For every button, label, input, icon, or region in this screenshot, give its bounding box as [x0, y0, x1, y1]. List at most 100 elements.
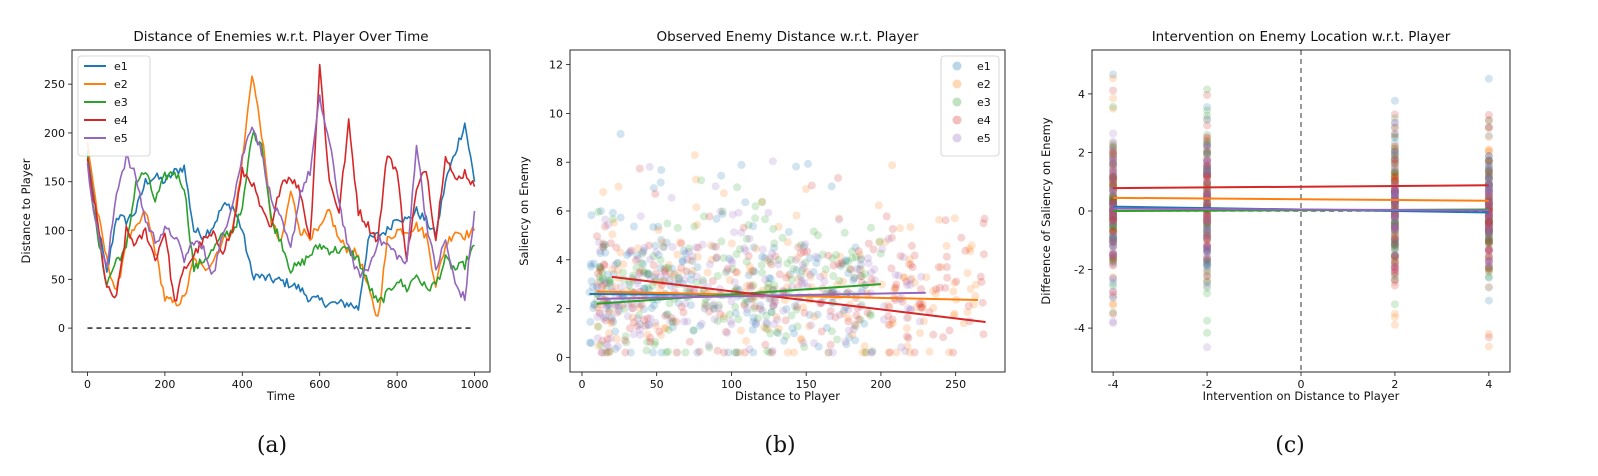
- scatter-point-e3: [629, 271, 638, 280]
- scatter-point-e3: [1390, 176, 1399, 185]
- scatter-point-e1: [609, 269, 618, 278]
- scatter-point-e2: [672, 348, 681, 357]
- scatter-point-e2: [877, 280, 886, 289]
- scatter-point-e5: [727, 256, 736, 265]
- scatter-point-e2: [1484, 221, 1493, 230]
- scatter-point-e1: [712, 214, 721, 223]
- scatter-point-e1: [1484, 219, 1493, 228]
- scatter-point-e3: [1203, 218, 1212, 227]
- scatter-point-e2: [748, 266, 757, 275]
- scatter-point-e4: [631, 256, 640, 265]
- scatter-point-e2: [1390, 239, 1399, 248]
- scatter-point-e5: [1484, 214, 1493, 223]
- scatter-point-e3: [1390, 242, 1399, 251]
- scatter-point-e3: [1484, 211, 1493, 220]
- scatter-point-e3: [1203, 137, 1212, 146]
- scatter-point-e5: [1390, 163, 1399, 172]
- scatter-point-e5: [680, 317, 689, 326]
- scatter-point-e3: [1484, 233, 1493, 242]
- scatter-point-e2: [1109, 290, 1118, 299]
- scatter-point-e3: [733, 183, 742, 192]
- scatter-point-e1: [1390, 186, 1399, 195]
- scatter-point-e2: [596, 267, 605, 275]
- scatter-point-e1: [1203, 200, 1212, 209]
- scatter-point-e4: [645, 241, 653, 250]
- scatter-point-e2: [1390, 178, 1399, 187]
- scatter-point-e1: [724, 348, 733, 357]
- scatter-point-e5: [897, 343, 906, 352]
- scatter-point-e5: [844, 326, 853, 335]
- scatter-point-e3: [751, 202, 760, 211]
- scatter-point-e1: [1203, 242, 1212, 251]
- scatter-point-e4: [1484, 187, 1493, 195]
- scatter-point-e5: [1390, 191, 1399, 200]
- scatter-point-e4: [902, 277, 911, 286]
- scatter-point-e5: [1390, 250, 1399, 259]
- scatter-point-e3: [1484, 218, 1493, 227]
- scatter-point-e1: [623, 251, 632, 260]
- scatter-point-e1: [770, 244, 778, 252]
- scatter-point-e4: [1109, 173, 1118, 182]
- scatter-point-e1: [1203, 233, 1212, 242]
- scatter-point-e5: [1484, 225, 1493, 234]
- scatter-point-e3: [1203, 169, 1212, 178]
- scatter-point-e5: [1390, 188, 1399, 197]
- scatter-point-e1: [1203, 248, 1212, 257]
- scatter-point-e4: [769, 302, 778, 310]
- x-tick-label: -4: [1108, 378, 1119, 391]
- scatter-point-e3: [1484, 166, 1493, 175]
- scatter-point-e2: [1484, 147, 1493, 156]
- scatter-point-e2: [1390, 217, 1399, 226]
- scatter-point-e3: [1109, 308, 1118, 317]
- scatter-point-e5: [673, 348, 682, 357]
- scatter-point-e1: [774, 329, 783, 338]
- scatter-point-e3: [1109, 198, 1118, 207]
- scatter-point-e4: [1390, 253, 1399, 262]
- y-tick-label: 0: [556, 351, 563, 364]
- scatter-point-e4: [1390, 168, 1399, 177]
- scatter-point-e5: [1390, 192, 1399, 201]
- scatter-point-e3: [605, 306, 614, 314]
- scatter-point-e1: [586, 338, 594, 347]
- scatter-point-e4: [768, 348, 777, 357]
- scatter-point-e4: [756, 304, 765, 313]
- scatter-point-e1: [824, 348, 833, 357]
- scatter-point-e3: [648, 281, 657, 290]
- scatter-point-e3: [1203, 260, 1212, 269]
- scatter-point-e2: [1109, 299, 1118, 308]
- scatter-point-e3: [783, 259, 792, 268]
- scatter-point-e5: [768, 249, 777, 258]
- scatter-point-e1: [760, 253, 769, 262]
- scatter-point-e5: [1390, 225, 1399, 234]
- scatter-point-e3: [1109, 233, 1118, 242]
- scatter-point-e5: [1390, 214, 1399, 223]
- scatter-point-e5: [1203, 171, 1212, 180]
- scatter-point-e2: [1203, 268, 1212, 277]
- scatter-point-e3: [1390, 202, 1399, 211]
- scatter-point-e3: [782, 332, 791, 341]
- scatter-point-e1: [603, 270, 612, 279]
- y-tick-label: 0: [1078, 205, 1085, 218]
- scatter-point-e1: [1203, 213, 1212, 222]
- scatter-point-e2: [666, 269, 675, 277]
- x-tick-label: 1000: [461, 378, 489, 391]
- scatter-point-e2: [906, 223, 915, 231]
- y-tick-label: 200: [44, 127, 65, 140]
- scatter-point-e5: [1109, 292, 1118, 301]
- scatter-point-e4: [1390, 281, 1399, 290]
- scatter-point-e2: [1109, 153, 1118, 162]
- scatter-point-e1: [1109, 293, 1118, 302]
- scatter-point-e3: [850, 273, 859, 282]
- scatter-point-e2: [1109, 174, 1118, 183]
- scatter-point-e1: [1203, 103, 1212, 112]
- scatter-point-e4: [961, 246, 970, 255]
- scatter-point-e1: [1484, 225, 1493, 234]
- scatter-point-e1: [1109, 242, 1118, 251]
- scatter-point-e4: [1203, 214, 1212, 223]
- scatter-point-e4: [708, 277, 717, 285]
- scatter-point-e5: [629, 330, 638, 339]
- scatter-point-e2: [1390, 174, 1399, 183]
- scatter-point-e5: [841, 337, 850, 346]
- scatter-point-e5: [704, 341, 713, 350]
- scatter-point-e1: [1390, 213, 1399, 222]
